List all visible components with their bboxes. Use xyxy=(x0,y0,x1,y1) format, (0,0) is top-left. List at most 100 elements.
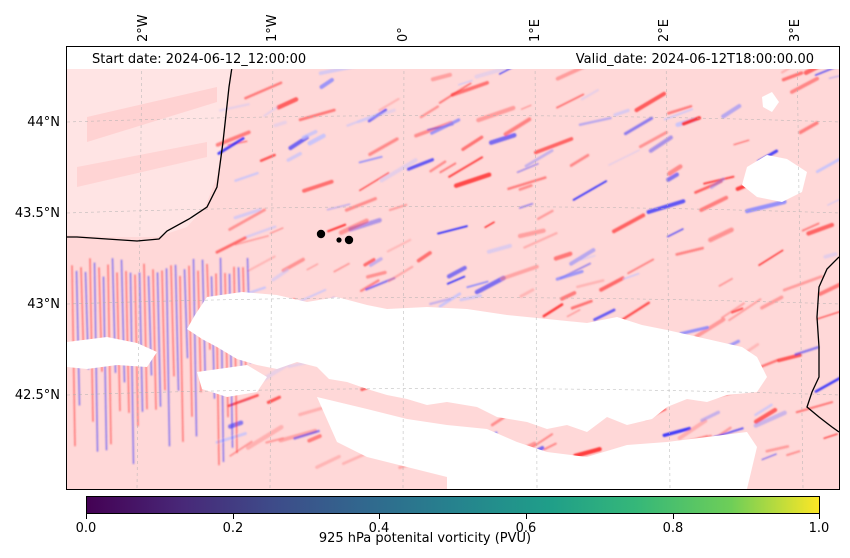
anomaly-streak xyxy=(555,269,584,281)
lat-label-43-5n: 43.5°N xyxy=(14,206,60,221)
anomaly-streak xyxy=(244,81,283,100)
anomaly-streak xyxy=(439,162,457,174)
anomaly-streak xyxy=(302,179,334,193)
pale-band-2 xyxy=(77,142,207,187)
anomaly-streak xyxy=(703,175,735,185)
anomaly-streak xyxy=(234,171,259,182)
anomaly-streak xyxy=(518,202,534,209)
anomaly-streak xyxy=(307,434,322,443)
wave-stripe xyxy=(75,270,81,406)
colorbar xyxy=(86,496,820,514)
anomaly-streak xyxy=(569,153,590,167)
mediterranean-coastline xyxy=(806,256,839,433)
anomaly-streak xyxy=(476,105,516,123)
anomaly-streak xyxy=(728,298,762,322)
anomaly-streak xyxy=(276,97,299,110)
anomaly-streak xyxy=(245,424,284,450)
colorbar-tick-2 xyxy=(379,514,380,519)
anomaly-streak xyxy=(453,172,492,188)
anomaly-streak xyxy=(500,264,539,281)
anomaly-streak xyxy=(730,307,744,314)
anomaly-streak xyxy=(507,176,547,191)
anomaly-streak xyxy=(754,403,773,417)
anomaly-streak xyxy=(263,106,279,117)
anomaly-streak xyxy=(786,450,801,457)
anomaly-streak xyxy=(271,268,289,282)
ebro-mask xyxy=(317,397,757,489)
colorbar-tick-5 xyxy=(819,514,820,519)
marker-2 xyxy=(336,237,342,243)
anomaly-streak xyxy=(709,177,725,189)
anomaly-streak xyxy=(814,377,839,393)
anomaly-streak xyxy=(378,97,400,112)
anomaly-streak xyxy=(301,129,318,140)
anomaly-streak xyxy=(406,158,435,171)
wave-stripe xyxy=(143,263,148,410)
anomaly-streak xyxy=(518,184,533,191)
anomaly-streak xyxy=(298,108,336,122)
anomaly-streak xyxy=(781,71,804,82)
anomaly-streak xyxy=(315,454,341,469)
anomaly-streak xyxy=(823,252,838,259)
anomaly-streak xyxy=(638,130,668,149)
anomaly-streak xyxy=(818,282,839,296)
anomaly-streak xyxy=(798,121,819,135)
anomaly-streak xyxy=(286,151,302,162)
anomaly-streak xyxy=(753,407,778,424)
anomaly-streak xyxy=(229,440,253,457)
anomaly-streak xyxy=(790,76,819,94)
colorbar-label-0: 0.0 xyxy=(75,521,97,536)
anomaly-streak xyxy=(556,93,585,109)
anomaly-streak xyxy=(217,137,245,155)
anomaly-streak xyxy=(573,447,602,459)
anomaly-streak xyxy=(416,251,432,263)
anomaly-streak xyxy=(753,410,787,428)
anomaly-streak xyxy=(646,199,686,214)
anomaly-streak xyxy=(542,303,564,318)
anomaly-streak xyxy=(760,295,784,310)
wave-stripe xyxy=(170,265,175,377)
lat-label-43n: 43°N xyxy=(27,297,60,312)
anomaly-streak xyxy=(474,67,505,79)
anomaly-streak xyxy=(234,235,269,246)
wave-stripe xyxy=(188,265,193,417)
anomaly-streak xyxy=(247,255,276,272)
anomaly-streak xyxy=(486,243,512,254)
anomaly-streak xyxy=(553,251,573,261)
valid-date-label: Valid_date: 2024-06-12T18:00:00.00 xyxy=(575,52,814,67)
anomaly-streak xyxy=(215,432,247,444)
anomaly-streak xyxy=(215,236,247,254)
anomaly-streak xyxy=(363,258,376,267)
anomaly-streak xyxy=(245,225,277,239)
anomaly-streak xyxy=(758,249,784,267)
anomaly-streak xyxy=(536,209,554,220)
anomaly-streak xyxy=(795,401,834,414)
marker-3 xyxy=(344,235,354,245)
anomaly-streak xyxy=(523,232,558,249)
anomaly-streak xyxy=(576,279,605,289)
anomaly-streak xyxy=(359,279,380,293)
wave-stripe xyxy=(179,275,184,442)
anomaly-streak xyxy=(446,275,466,285)
alps-east-mask-1 xyxy=(742,155,807,202)
anomaly-streak xyxy=(569,248,596,266)
anomaly-streak xyxy=(288,135,309,151)
wave-stripe xyxy=(219,257,225,462)
anomaly-streak xyxy=(437,225,468,235)
lat-label-44n: 44°N xyxy=(27,115,60,130)
colorbar-tick-4 xyxy=(673,514,674,519)
west-mask-2 xyxy=(197,365,267,397)
anomaly-streak xyxy=(708,227,734,243)
anomaly-streak xyxy=(273,120,287,128)
anomaly-streak xyxy=(782,275,823,292)
anomaly-streak xyxy=(580,88,599,101)
anomaly-streak xyxy=(622,272,640,280)
map-panel[interactable]: Start date: 2024-06-12_12:00:00 Valid_da… xyxy=(66,46,840,490)
anomaly-streak xyxy=(718,277,733,287)
anomaly-streak xyxy=(580,254,596,261)
anomaly-streak xyxy=(611,213,646,234)
anomaly-streak xyxy=(387,265,414,283)
anomaly-streak xyxy=(806,222,835,236)
anomaly-streak xyxy=(816,311,839,320)
anomaly-streak xyxy=(488,133,517,145)
